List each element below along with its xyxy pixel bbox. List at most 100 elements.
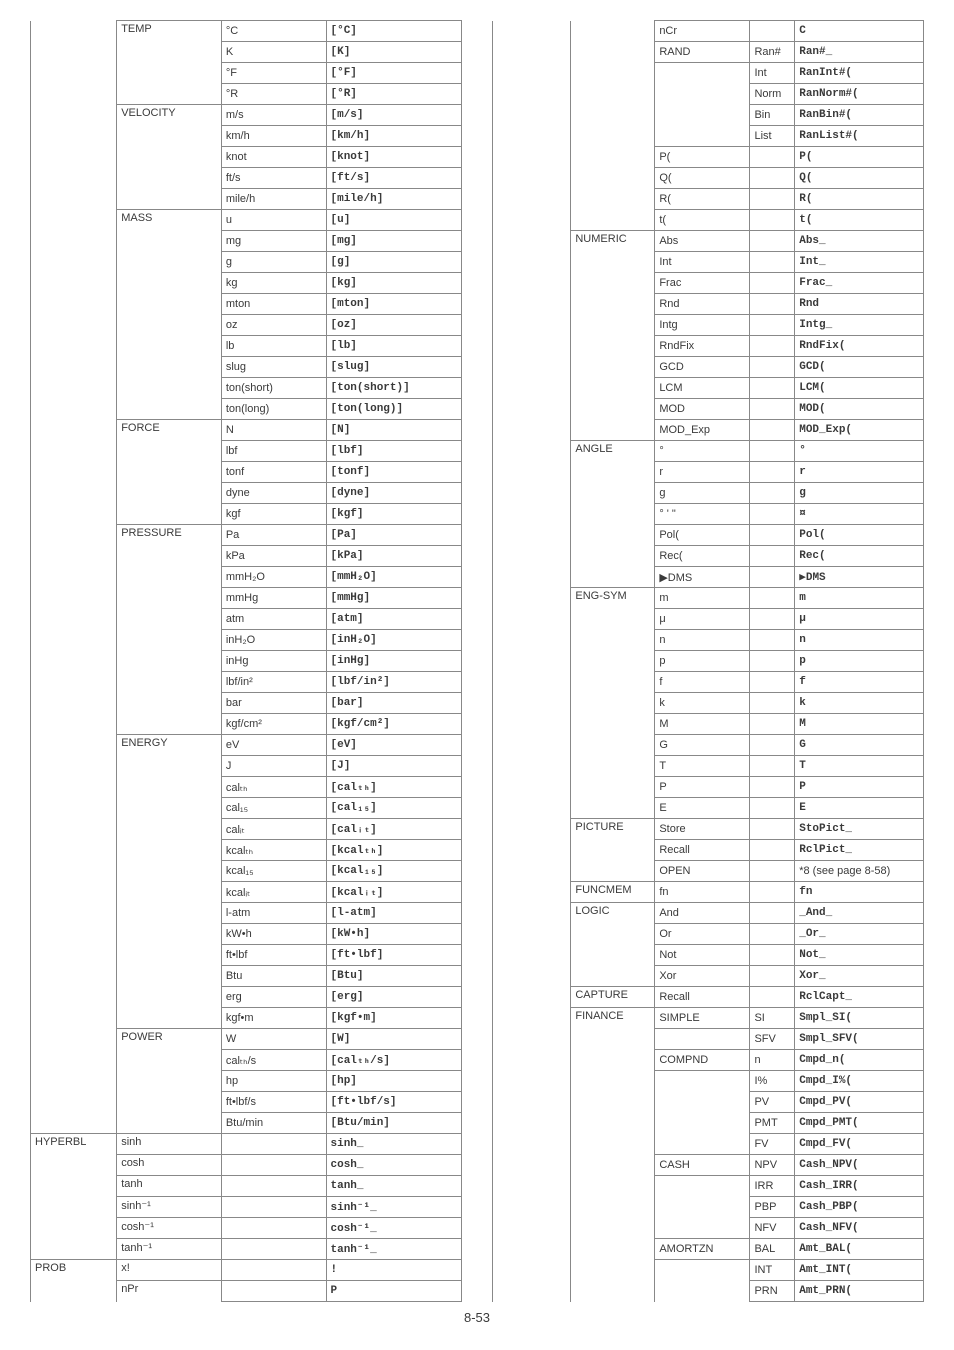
- level4-cell: [750, 210, 795, 231]
- command-cell: Frac_: [795, 273, 924, 294]
- level1-cell: [493, 861, 571, 882]
- level1-cell: [493, 987, 571, 1008]
- command-cell: Pol(: [795, 525, 924, 546]
- level2-cell: [117, 672, 222, 693]
- level1-cell: [493, 924, 571, 945]
- level3-cell: ft•lbf: [221, 945, 326, 966]
- level1-cell: [31, 525, 117, 546]
- command-cell: Cmpd_PMT(: [795, 1113, 924, 1134]
- level1-cell: [493, 462, 571, 483]
- level2-cell: cosh⁻¹: [117, 1218, 222, 1239]
- table-row: mile/h[mile/h]: [31, 189, 462, 210]
- level2-cell: [571, 1113, 655, 1134]
- level2-cell: [571, 672, 655, 693]
- command-cell: [mton]: [326, 294, 462, 315]
- level1-cell: [493, 903, 571, 924]
- level1-cell: [31, 1197, 117, 1218]
- level1-cell: [31, 777, 117, 798]
- level2-cell: [571, 462, 655, 483]
- level4-cell: [750, 798, 795, 819]
- table-row: dyne[dyne]: [31, 483, 462, 504]
- command-cell: _Or_: [795, 924, 924, 945]
- command-cell: [°F]: [326, 63, 462, 84]
- level3-cell: cal₁₅: [221, 798, 326, 819]
- command-cell: t(: [795, 210, 924, 231]
- level4-cell: [750, 777, 795, 798]
- level3-cell: ton(short): [221, 378, 326, 399]
- table-row: oz[oz]: [31, 315, 462, 336]
- level3-cell: Abs: [655, 231, 750, 252]
- table-row: HYPERBLsinhsinh_: [31, 1134, 462, 1155]
- command-cell: Q(: [795, 168, 924, 189]
- level2-cell: ENERGY: [117, 735, 222, 756]
- level3-cell: lb: [221, 336, 326, 357]
- command-cell: ▶DMS: [795, 567, 924, 588]
- table-row: Pol(Pol(: [493, 525, 924, 546]
- table-row: SFVSmpl_SFV(: [493, 1029, 924, 1050]
- command-cell: Amt_BAL(: [795, 1239, 924, 1260]
- table-row: ff: [493, 672, 924, 693]
- table-row: NUMERICAbsAbs_: [493, 231, 924, 252]
- command-cell: [oz]: [326, 315, 462, 336]
- table-row: kg[kg]: [31, 273, 462, 294]
- level2-cell: [117, 1008, 222, 1029]
- command-cell: [°R]: [326, 84, 462, 105]
- command-cell: Not_: [795, 945, 924, 966]
- level4-cell: PV: [750, 1092, 795, 1113]
- level3-cell: kcalᵢₜ: [221, 882, 326, 903]
- level3-cell: [655, 1218, 750, 1239]
- level2-cell: [117, 567, 222, 588]
- level1-cell: [493, 42, 571, 63]
- level4-cell: SFV: [750, 1029, 795, 1050]
- table-row: PVCmpd_PV(: [493, 1092, 924, 1113]
- level2-cell: [571, 357, 655, 378]
- table-row: km/h[km/h]: [31, 126, 462, 147]
- level2-cell: [571, 630, 655, 651]
- level4-cell: [750, 903, 795, 924]
- level2-cell: FINANCE: [571, 1008, 655, 1029]
- level1-cell: [493, 1008, 571, 1029]
- level3-cell: knot: [221, 147, 326, 168]
- table-row: erg[erg]: [31, 987, 462, 1008]
- level3-cell: μ: [655, 609, 750, 630]
- level2-cell: [571, 1239, 655, 1260]
- command-cell: [eV]: [326, 735, 462, 756]
- level3-cell: [655, 1260, 750, 1281]
- level2-cell: [571, 714, 655, 735]
- level2-cell: [117, 126, 222, 147]
- table-row: Btu/min[Btu/min]: [31, 1113, 462, 1134]
- command-cell: [kgf•m]: [326, 1008, 462, 1029]
- table-row: FINANCESIMPLESISmpl_SI(: [493, 1008, 924, 1029]
- command-cell: sinh_: [326, 1134, 462, 1155]
- table-row: rr: [493, 462, 924, 483]
- command-cell: [W]: [326, 1029, 462, 1050]
- level2-cell: [571, 1050, 655, 1071]
- level1-cell: [493, 231, 571, 252]
- command-cell: [ft•lbf/s]: [326, 1092, 462, 1113]
- table-row: kcal₁₅[kcal₁₅]: [31, 861, 462, 882]
- table-row: lbf/in²[lbf/in²]: [31, 672, 462, 693]
- level4-cell: [750, 882, 795, 903]
- level4-cell: [750, 651, 795, 672]
- command-cell: [hp]: [326, 1071, 462, 1092]
- level3-cell: mg: [221, 231, 326, 252]
- level2-cell: [571, 126, 655, 147]
- level1-cell: [493, 126, 571, 147]
- level3-cell: r: [655, 462, 750, 483]
- command-cell: [kcalᵢₜ]: [326, 882, 462, 903]
- level4-cell: [750, 378, 795, 399]
- level1-cell: [31, 1218, 117, 1239]
- level3-cell: m/s: [221, 105, 326, 126]
- level3-cell: l-atm: [221, 903, 326, 924]
- level1-cell: [31, 567, 117, 588]
- level2-cell: sinh⁻¹: [117, 1197, 222, 1218]
- level4-cell: [750, 483, 795, 504]
- level2-cell: [571, 1155, 655, 1176]
- table-row: TEMP°C[°C]: [31, 21, 462, 42]
- level2-cell: [571, 336, 655, 357]
- command-cell: Rec(: [795, 546, 924, 567]
- level2-cell: [117, 777, 222, 798]
- level1-cell: [493, 357, 571, 378]
- command-cell: RclPict_: [795, 840, 924, 861]
- table-row: NormRanNorm#(: [493, 84, 924, 105]
